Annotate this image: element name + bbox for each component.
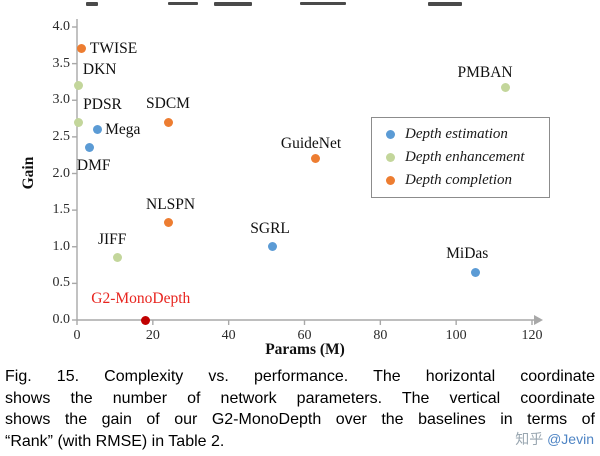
y-tick-label: 0.0 — [52, 312, 71, 327]
legend-marker-icon — [386, 176, 395, 185]
cropped-text-fragment — [168, 2, 198, 5]
point-label-jiff: JIFF — [97, 230, 127, 248]
cropped-text-fragment — [86, 2, 98, 6]
cropped-text-fragment — [428, 2, 462, 6]
y-tick-label: 3.0 — [52, 92, 71, 108]
x-axis-arrow-icon — [534, 315, 543, 325]
chart-axes — [72, 19, 543, 325]
point-label-twise: TWISE — [89, 39, 138, 57]
data-point-mega — [92, 125, 102, 135]
point-label-nlspn: NLSPN — [146, 195, 196, 213]
data-point-jiff — [113, 253, 123, 263]
legend-item: Depth enhancement — [372, 146, 549, 169]
watermark-username: @Jevin — [547, 431, 594, 447]
cropped-text-remnant — [0, 0, 600, 10]
data-point-nlspn — [163, 218, 173, 228]
data-point-pmban — [500, 83, 510, 93]
watermark: 知乎 @Jevin — [515, 429, 594, 449]
legend-item: Depth completion — [372, 169, 549, 192]
point-label-sgrl: SGRL — [250, 219, 290, 237]
scatter-plot: Gain Params (M) Depth estimation Depth en… — [20, 19, 550, 358]
y-tick-label: 2.5 — [52, 128, 71, 144]
point-label-pmban: PMBAN — [457, 63, 513, 81]
point-label-sdcm: SDCM — [146, 95, 190, 113]
point-label-dkn: DKN — [82, 60, 117, 78]
legend-marker-icon — [386, 130, 395, 139]
cropped-text-fragment — [300, 2, 346, 5]
x-tick-label: 80 — [373, 328, 388, 343]
data-point-guidenet — [311, 154, 321, 164]
point-label-mega: Mega — [105, 120, 141, 138]
chart-legend: Depth estimation Depth enhancement Depth c… — [371, 117, 550, 198]
point-label-dmf: DMF — [76, 156, 111, 174]
legend-marker-icon — [386, 153, 395, 162]
y-tick-label: 0.5 — [52, 275, 71, 291]
x-tick-label: 60 — [297, 328, 312, 343]
caption-line-1: Fig. 15. Complexity vs. performance. The… — [5, 368, 595, 385]
point-label-midas: MiDas — [446, 245, 489, 263]
y-tick-label: 1.0 — [52, 238, 71, 254]
cropped-text-fragment — [214, 2, 252, 6]
x-tick-label: 0 — [73, 328, 81, 343]
x-tick-label: 20 — [145, 328, 160, 343]
watermark-site: 知乎 — [515, 431, 544, 447]
x-tick-label: 40 — [221, 328, 236, 343]
data-point-twise — [77, 44, 87, 54]
x-tick-label: 100 — [445, 328, 467, 343]
data-point-midas — [470, 267, 480, 277]
legend-label: Depth enhancement — [405, 149, 525, 165]
y-tick-label: 2.0 — [52, 165, 71, 181]
data-point-pdsr — [73, 117, 83, 127]
caption-line-3: shows the gain of our G2-MonoDepth over … — [5, 411, 595, 428]
y-tick-label: 4.0 — [52, 19, 71, 34]
legend-label: Depth estimation — [405, 126, 508, 142]
x-axis-title: Params (M) — [265, 341, 345, 358]
y-tick-label: 1.5 — [52, 202, 71, 218]
data-point-dkn — [74, 81, 84, 91]
caption-line-2: shows the number of network parameters. … — [5, 389, 595, 407]
y-tick-label: 3.5 — [52, 55, 71, 71]
data-point-sgrl — [267, 242, 277, 252]
caption-line-4: “Rank” (with RMSE) in Table 2. — [5, 432, 225, 450]
legend-label: Depth completion — [405, 172, 513, 188]
data-point-sdcm — [163, 117, 173, 127]
data-point-g2-monodepth — [140, 315, 150, 325]
figure-caption: Fig. 15. Complexity vs. performance. The… — [5, 366, 595, 452]
point-label-pdsr: PDSR — [83, 96, 122, 114]
legend-item: Depth estimation — [372, 123, 549, 146]
x-tick-label: 120 — [521, 328, 543, 343]
point-label-g2-monodepth: G2-MonoDepth — [91, 290, 191, 307]
data-point-dmf — [85, 143, 95, 153]
point-label-guidenet: GuideNet — [280, 134, 342, 152]
